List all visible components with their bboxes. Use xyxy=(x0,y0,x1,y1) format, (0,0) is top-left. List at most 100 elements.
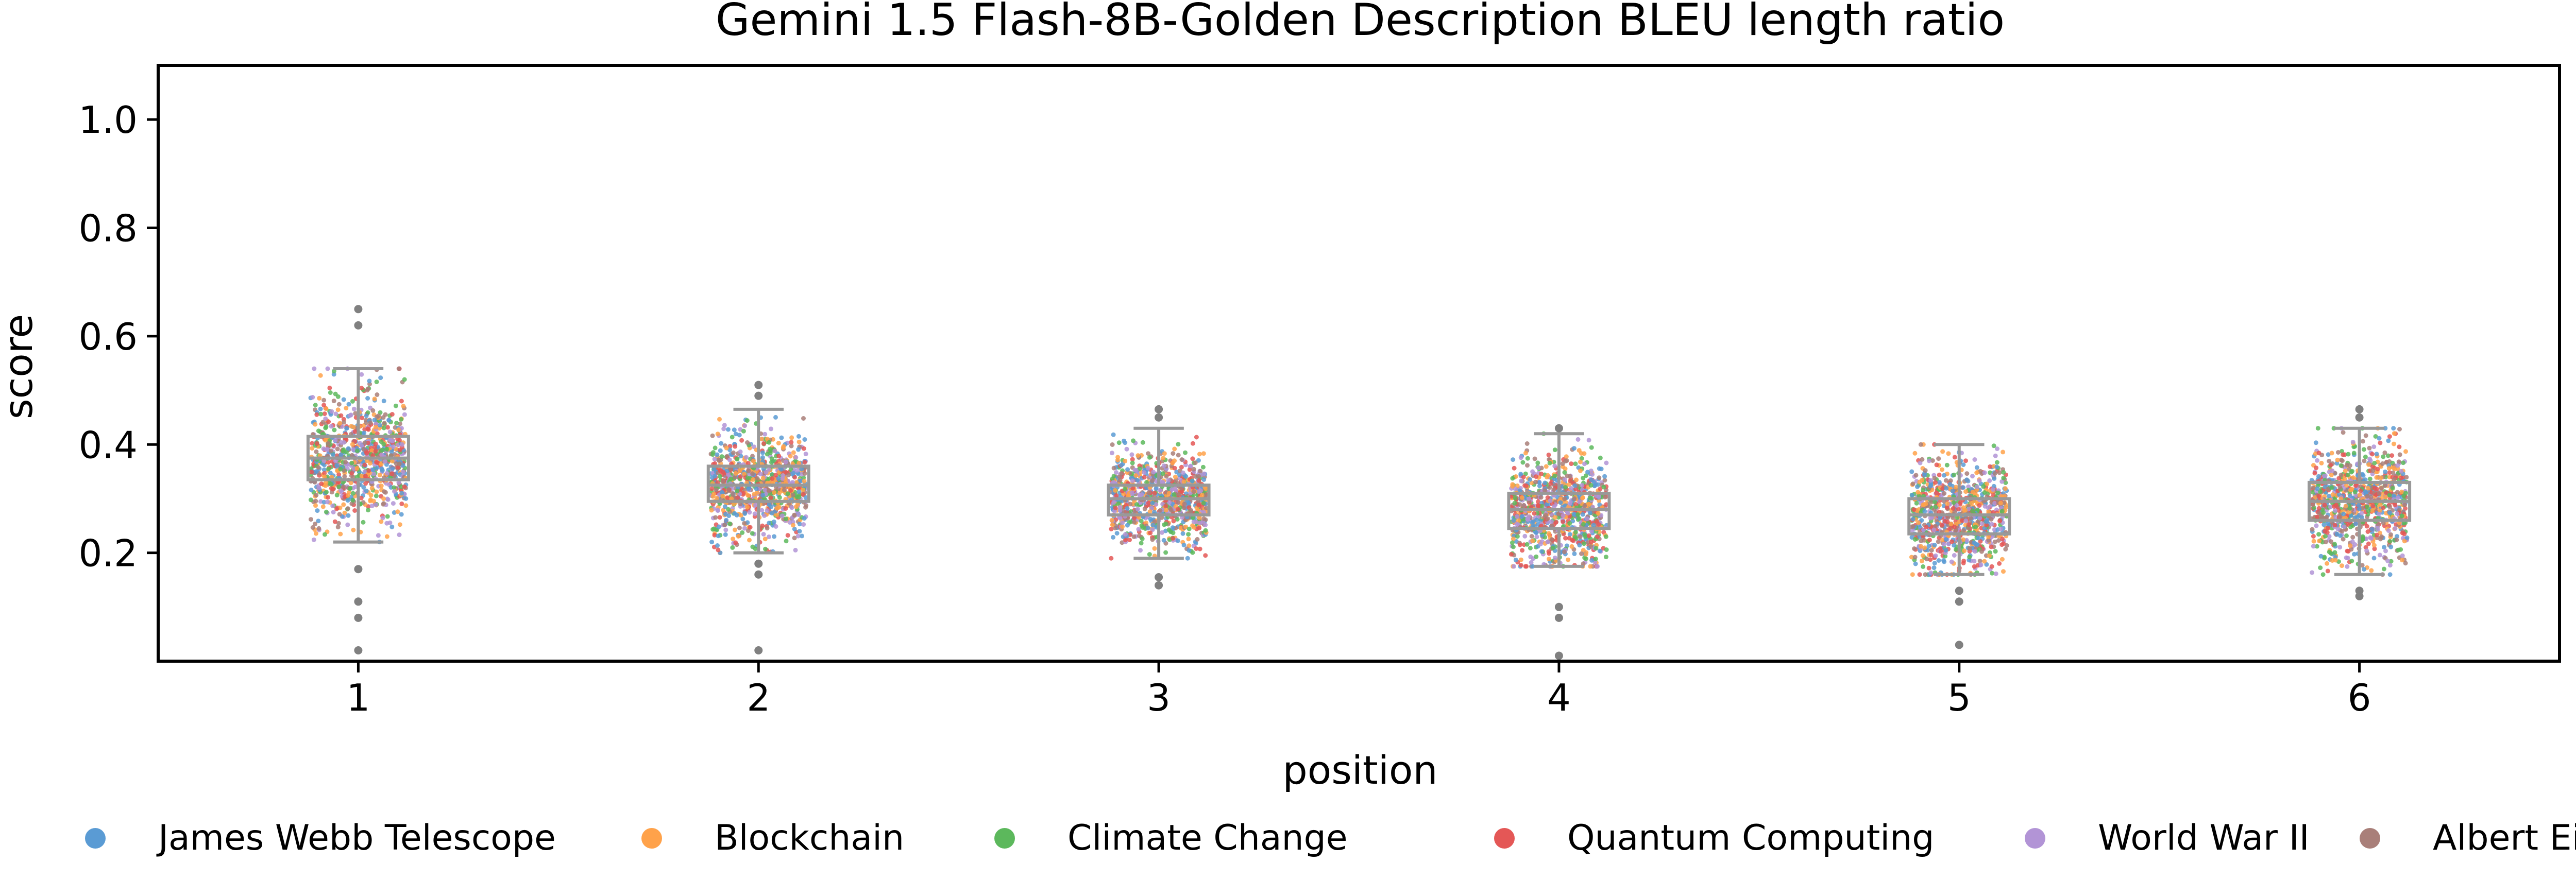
scatter-point xyxy=(1962,548,1967,554)
scatter-point xyxy=(738,449,743,454)
scatter-point xyxy=(1580,482,1585,488)
scatter-point xyxy=(1928,553,1934,558)
scatter-point xyxy=(1529,560,1534,565)
scatter-point xyxy=(2389,453,2395,458)
scatter-point xyxy=(1582,461,1587,467)
scatter-point xyxy=(1138,548,1143,553)
scatter-point xyxy=(1919,558,1924,563)
scatter-point xyxy=(326,441,331,446)
scatter-point xyxy=(716,457,721,462)
scatter-point xyxy=(792,512,797,517)
scatter-point xyxy=(341,502,346,507)
scatter-point xyxy=(336,521,341,526)
scatter-point xyxy=(1970,490,1975,495)
scatter-point xyxy=(2325,568,2330,574)
scatter-point xyxy=(769,426,773,432)
scatter-point xyxy=(1538,495,1544,500)
scatter-point xyxy=(750,544,755,549)
scatter-point xyxy=(1973,549,1977,554)
scatter-point xyxy=(1997,470,2002,475)
scatter-point xyxy=(2003,486,2008,491)
scatter-point xyxy=(1995,490,2001,495)
outlier-point xyxy=(1554,424,1563,433)
scatter-point xyxy=(764,470,769,475)
scatter-point xyxy=(801,416,806,421)
scatter-point xyxy=(802,478,807,484)
scatter-point xyxy=(1180,470,1185,475)
scatter-point xyxy=(2001,450,2006,455)
scatter-point xyxy=(1190,478,1195,484)
scatter-point xyxy=(1939,522,1944,527)
scatter-point xyxy=(324,509,329,514)
scatter-point xyxy=(760,475,766,480)
scatter-point xyxy=(335,394,341,399)
scatter-point xyxy=(1182,502,1187,507)
scatter-point xyxy=(309,488,314,492)
scatter-point xyxy=(1526,496,1531,501)
scatter-point xyxy=(782,487,787,492)
outlier-point xyxy=(354,646,363,654)
scatter-point xyxy=(1513,557,1518,562)
scatter-point xyxy=(796,447,801,452)
scatter-point xyxy=(1974,470,1979,475)
scatter-point xyxy=(1587,510,1592,515)
scatter-point xyxy=(745,505,750,510)
scatter-point xyxy=(2366,541,2371,546)
scatter-point xyxy=(399,491,404,496)
scatter-point xyxy=(727,444,733,449)
scatter-point xyxy=(352,429,358,434)
scatter-point xyxy=(1520,460,1526,465)
scatter-point xyxy=(726,472,731,477)
scatter-point xyxy=(1976,536,1981,541)
scatter-point xyxy=(1562,496,1567,502)
scatter-point xyxy=(741,472,747,476)
scatter-point xyxy=(1595,534,1600,539)
scatter-point xyxy=(349,460,354,465)
scatter-point xyxy=(733,444,738,449)
scatter-point xyxy=(1510,484,1515,489)
scatter-point xyxy=(1986,505,1991,510)
scatter-point xyxy=(336,402,342,407)
scatter-point xyxy=(1572,496,1577,501)
scatter-point xyxy=(388,438,393,443)
scatter-point xyxy=(374,493,379,498)
scatter-point xyxy=(1142,475,1147,480)
scatter-point xyxy=(779,435,784,440)
scatter-point xyxy=(762,537,768,542)
scatter-point xyxy=(314,441,319,446)
scatter-point xyxy=(381,415,386,420)
scatter-point xyxy=(1575,512,1580,517)
scatter-point xyxy=(1993,549,1998,554)
scatter-point xyxy=(394,461,399,466)
scatter-point xyxy=(1581,475,1586,480)
scatter-point xyxy=(1140,440,1145,445)
scatter-point xyxy=(2381,566,2386,572)
scatter-point xyxy=(345,498,350,503)
scatter-point xyxy=(1517,502,1522,507)
scatter-point xyxy=(370,467,376,472)
scatter-point xyxy=(2393,526,2398,531)
scatter-point xyxy=(1594,546,1599,551)
scatter-point xyxy=(1961,485,1966,490)
scatter-point xyxy=(721,508,726,513)
scatter-point xyxy=(1512,465,1517,471)
scatter-point xyxy=(346,493,350,498)
scatter-point xyxy=(1539,471,1544,476)
scatter-point xyxy=(1136,527,1141,532)
scatter-point xyxy=(396,480,401,485)
scatter-point xyxy=(331,510,336,515)
scatter-point xyxy=(381,496,386,501)
scatter-point xyxy=(739,438,744,443)
scatter-point xyxy=(1982,490,1987,495)
scatter-point xyxy=(1549,537,1554,542)
scatter-point xyxy=(1977,503,1982,508)
scatter-point xyxy=(1536,465,1541,470)
scatter-point xyxy=(363,474,368,479)
outlier-point xyxy=(1554,613,1563,622)
scatter-point xyxy=(362,462,367,468)
scatter-point xyxy=(381,501,386,506)
scatter-point xyxy=(1911,507,1917,512)
scatter-point xyxy=(1551,487,1556,492)
scatter-point xyxy=(1513,496,1518,501)
